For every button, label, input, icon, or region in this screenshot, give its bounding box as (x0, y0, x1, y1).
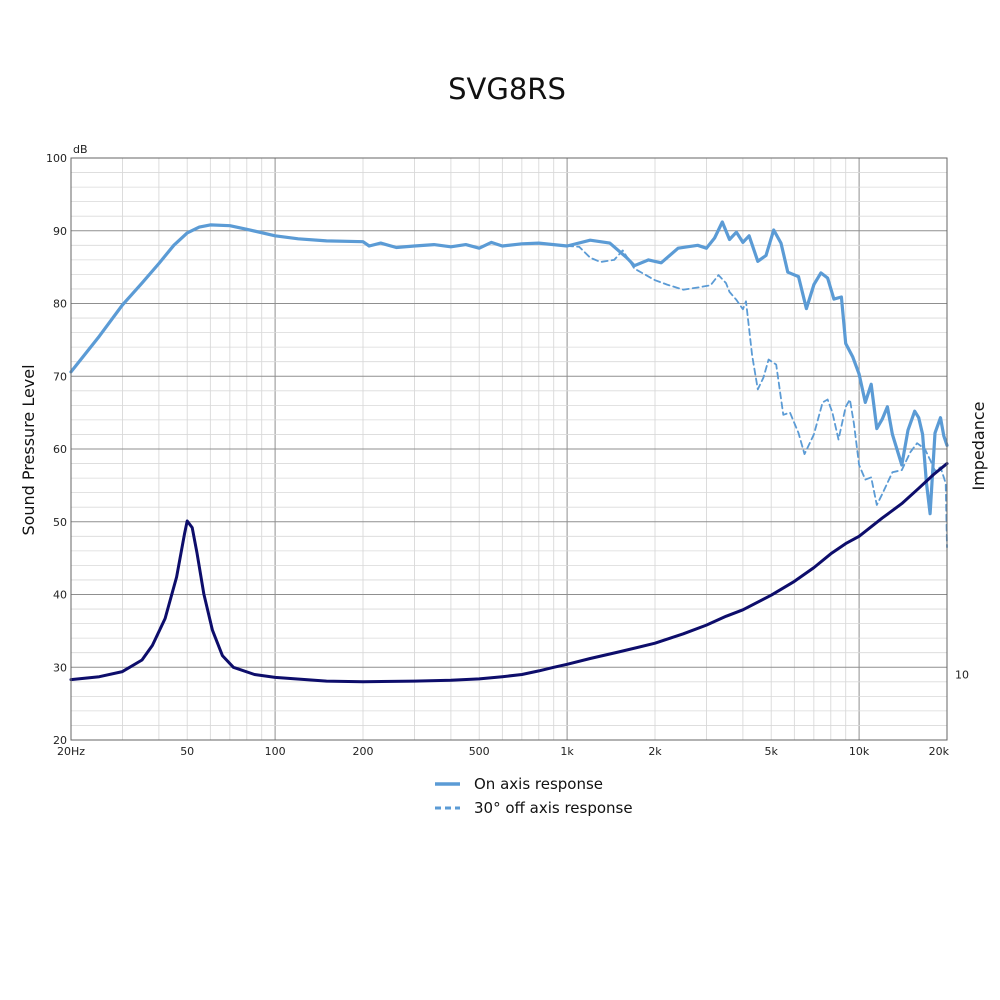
x-tick-label: 50 (180, 745, 194, 758)
y-tick-label: 20 (53, 734, 67, 747)
chart-title: SVG8RS (448, 72, 566, 106)
y-axis-label: Sound Pressure Level (19, 364, 38, 535)
y-tick-label: 60 (53, 443, 67, 456)
x-tick-label: 500 (469, 745, 490, 758)
y2-axis-label: Impedance (969, 401, 988, 490)
x-tick-label: 10k (849, 745, 870, 758)
y-tick-label: 40 (53, 589, 67, 602)
x-tick-label: 5k (765, 745, 779, 758)
y-tick-label: 100 (46, 152, 67, 165)
y-unit-label: dB (73, 143, 88, 156)
series-line-off-axis (567, 246, 947, 547)
legend-label-on-axis: On axis response (474, 775, 603, 793)
y-tick-label: 30 (53, 661, 67, 674)
series (71, 222, 947, 682)
y-tick-label: 50 (53, 516, 67, 529)
y2-tick-label: 10 (955, 669, 969, 682)
legend-label-off-axis: 30° off axis response (474, 799, 633, 817)
x-tick-label: 2k (648, 745, 662, 758)
y-tick-label: 90 (53, 225, 67, 238)
x-tick-label: 100 (265, 745, 286, 758)
legend: On axis response 30° off axis response (435, 775, 633, 817)
y-tick-label: 80 (53, 298, 67, 311)
x-tick-label: 20k (929, 745, 950, 758)
series-line-impedance (71, 464, 947, 682)
series-line-on-axis (71, 222, 947, 514)
x-tick-label: 1k (560, 745, 574, 758)
x-tick-label: 200 (353, 745, 374, 758)
y-tick-label: 70 (53, 370, 67, 383)
